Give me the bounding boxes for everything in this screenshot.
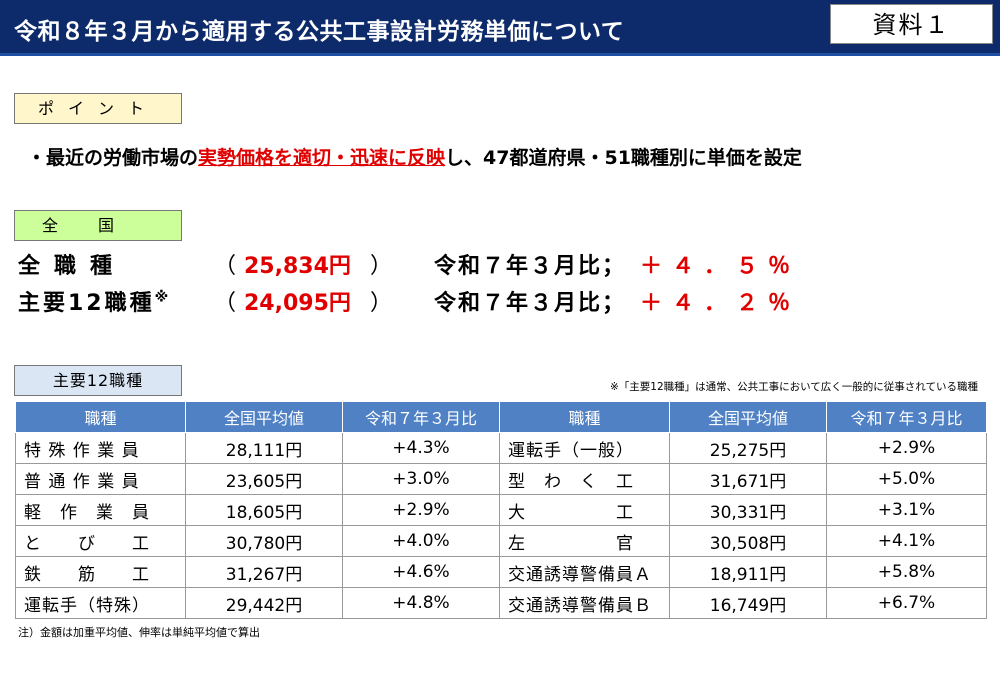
change-rate: +4.3% [342,432,500,464]
header-job: 職種 [499,401,670,433]
paren-close: ） [370,291,393,316]
national-tag: 全国 [14,210,182,241]
change-rate: +3.1% [826,494,987,526]
stat-rate: ＋４．５％ [640,254,801,279]
average-wage: 28,111円 [185,432,343,464]
average-wage: 16,749円 [669,587,827,619]
stat-label: 主要12職種※ [18,285,168,317]
change-rate: +6.7% [826,587,987,619]
job-name: 交通誘導警備員Ｂ [499,587,670,619]
change-rate: +5.0% [826,463,987,495]
change-rate: +4.8% [342,587,500,619]
wage-table: 職種 全国平均値 令和７年３月比 職種 全国平均値 令和７年３月比 特 殊 作 … [15,401,987,619]
header-bar: 令和８年３月から適用する公共工事設計労務単価について 資料１ [0,0,1000,53]
paren-open: （ [214,291,237,316]
header-average: 全国平均値 [669,401,827,433]
header-average: 全国平均値 [185,401,343,433]
job-name: と び 工 [15,525,186,557]
point-tag: ポイント [14,93,182,124]
table-row: と び 工 30,780円 +4.0% 左 官 30,508円 +4.1% [15,525,987,557]
header-job: 職種 [15,401,186,433]
stat-value: 25,834円 [244,254,351,279]
average-wage: 18,605円 [185,494,343,526]
stat-value: 24,095円 [244,291,351,316]
job-name: 型 わ く 工 [499,463,670,495]
point-text-prefix: ・最近の労働市場の [27,147,199,169]
header-change: 令和７年３月比 [826,401,987,433]
paren-open: （ [214,254,237,279]
average-wage: 31,671円 [669,463,827,495]
job-name: 軽 作 業 員 [15,494,186,526]
average-wage: 30,331円 [669,494,827,526]
main12-note: ※「主要12職種」は通常、公共工事において広く一般的に従事されている職種 [609,381,978,393]
point-text-suffix: し、47都道府県・51職種別に単価を設定 [445,147,802,169]
change-rate: +4.0% [342,525,500,557]
table-row: 軽 作 業 員 18,605円 +2.9% 大 工 30,331円 +3.1% [15,494,987,526]
page-title: 令和８年３月から適用する公共工事設計労務単価について [14,19,625,45]
stat-label: 全職種 [18,254,127,279]
job-name: 大 工 [499,494,670,526]
table-header-row: 職種 全国平均値 令和７年３月比 職種 全国平均値 令和７年３月比 [15,401,987,433]
average-wage: 30,780円 [185,525,343,557]
average-wage: 23,605円 [185,463,343,495]
stat-label-text: 主要12職種 [18,291,155,316]
table-row: 運転手（特殊） 29,442円 +4.8% 交通誘導警備員Ｂ 16,749円 +… [15,587,987,619]
job-name: 運転手（一般） [499,432,670,464]
change-rate: +2.9% [342,494,500,526]
note-mark: ※ [154,289,169,306]
point-text: ・最近の労働市場の実勢価格を適切・迅速に反映し、47都道府県・51職種別に単価を… [27,143,802,170]
table-row: 特 殊 作 業 員 28,111円 +4.3% 運転手（一般） 25,275円 … [15,432,987,464]
job-name: 左 官 [499,525,670,557]
average-wage: 18,911円 [669,556,827,588]
table-row: 普 通 作 業 員 23,605円 +3.0% 型 わ く 工 31,671円 … [15,463,987,495]
job-name: 普 通 作 業 員 [15,463,186,495]
job-name: 交通誘導警備員Ａ [499,556,670,588]
job-name: 運転手（特殊） [15,587,186,619]
main12-tag: 主要12職種 [14,365,182,396]
stat-rate: ＋４．２％ [640,291,801,316]
table-row: 鉄 筋 工 31,267円 +4.6% 交通誘導警備員Ａ 18,911円 +5.… [15,556,987,588]
point-text-highlight: 実勢価格を適切・迅速に反映 [198,147,446,169]
stat-compare-label: 令和７年３月比； [434,254,627,279]
change-rate: +4.6% [342,556,500,588]
change-rate: +5.8% [826,556,987,588]
job-name: 鉄 筋 工 [15,556,186,588]
header-change: 令和７年３月比 [342,401,500,433]
table-footnote: 注）金額は加重平均値、伸率は単純平均値で算出 [18,626,260,639]
average-wage: 30,508円 [669,525,827,557]
header-divider [0,53,1000,56]
change-rate: +4.1% [826,525,987,557]
paren-close: ） [370,254,393,279]
change-rate: +2.9% [826,432,987,464]
average-wage: 25,275円 [669,432,827,464]
average-wage: 29,442円 [185,587,343,619]
change-rate: +3.0% [342,463,500,495]
job-name: 特 殊 作 業 員 [15,432,186,464]
average-wage: 31,267円 [185,556,343,588]
document-label: 資料１ [830,4,993,44]
stat-compare-label: 令和７年３月比； [434,291,627,316]
